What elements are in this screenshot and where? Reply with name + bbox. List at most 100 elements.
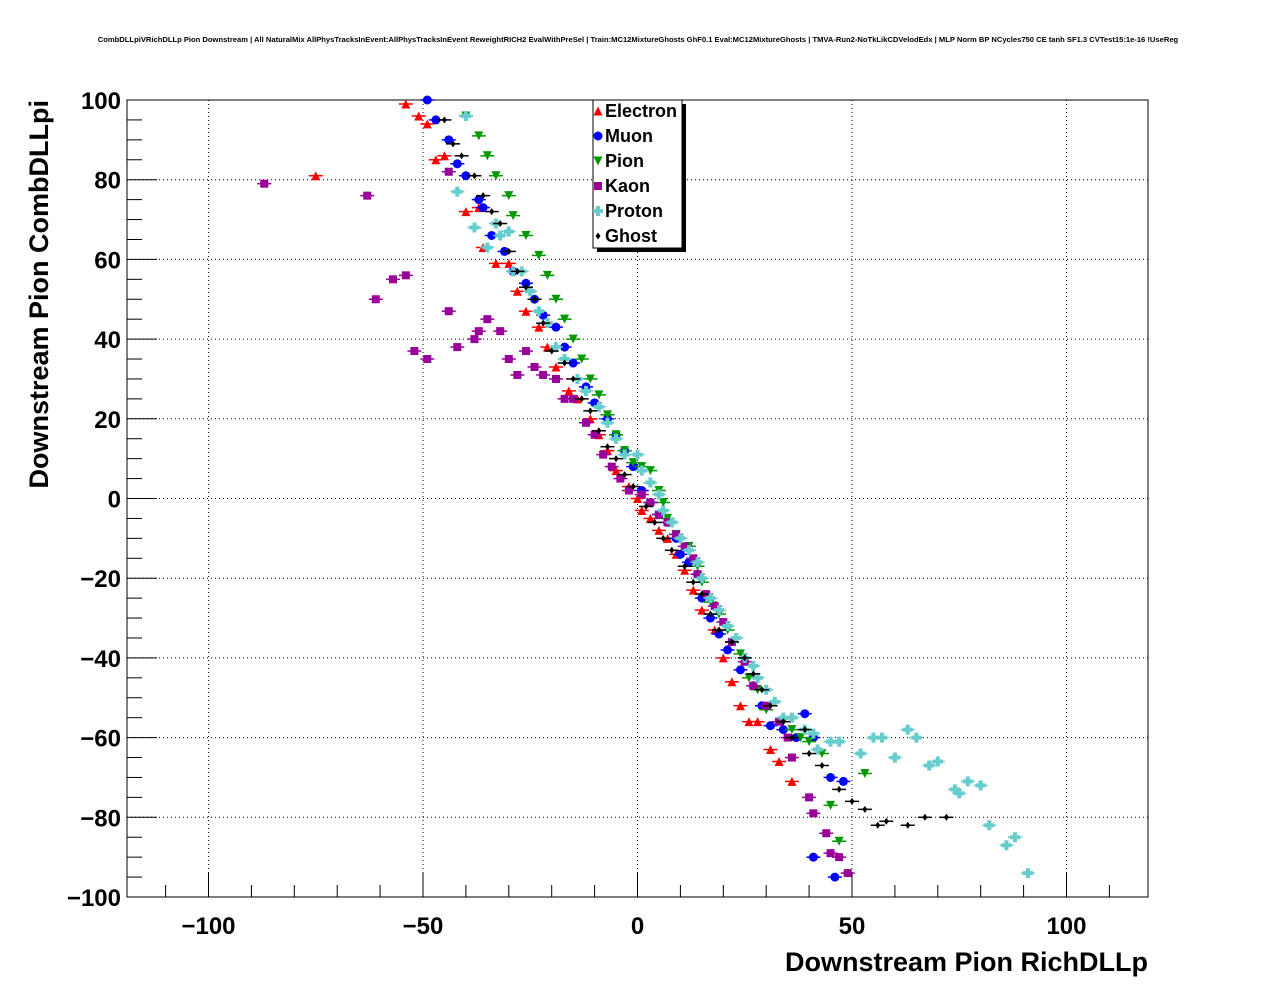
electron-marker <box>461 207 471 217</box>
kaon-marker <box>521 347 530 356</box>
ghost-point <box>724 638 739 646</box>
kaon-marker <box>599 450 608 459</box>
ghost-marker <box>514 267 520 275</box>
kaon-point <box>536 370 551 379</box>
proton-point <box>557 354 572 365</box>
pion-point <box>531 250 546 260</box>
kaon-marker <box>616 474 625 483</box>
x-axis-title: Downstream Pion RichDLLp <box>785 947 1148 977</box>
proton-point <box>664 517 679 528</box>
pion-point <box>583 374 598 384</box>
kaon-marker <box>388 275 397 284</box>
muon-marker <box>714 629 724 639</box>
pion-marker <box>826 800 836 810</box>
kaon-point <box>450 343 465 352</box>
proton-marker <box>675 533 686 544</box>
ghost-marker <box>682 562 688 570</box>
pion-point <box>591 390 606 400</box>
muon-marker <box>422 95 432 105</box>
electron-point <box>437 151 452 161</box>
series-proton <box>450 110 1035 879</box>
series-kaon <box>257 167 855 878</box>
muon-marker <box>723 645 733 655</box>
electron-marker <box>753 717 763 727</box>
kaon-marker <box>590 430 599 439</box>
kaon-point <box>587 430 602 439</box>
electron-marker <box>512 286 522 296</box>
electron-point <box>694 605 709 615</box>
kaon-point <box>613 474 628 483</box>
proton-point <box>982 820 997 831</box>
kaon-marker <box>637 490 646 499</box>
proton-point <box>634 465 649 476</box>
proton-point <box>548 342 563 353</box>
ghost-point <box>656 534 671 542</box>
ghost-marker <box>441 116 447 124</box>
ghost-point <box>574 395 589 403</box>
proton-point <box>784 712 799 723</box>
muon-point <box>733 665 748 675</box>
ghost-point <box>763 702 778 710</box>
ghost-point <box>566 375 581 383</box>
ghost-point <box>844 797 859 805</box>
kaon-point <box>604 462 619 471</box>
proton-point <box>900 724 915 735</box>
proton-marker <box>1010 832 1021 843</box>
electron-marker <box>431 155 441 165</box>
proton-point <box>493 230 508 241</box>
ghost-point <box>527 295 542 303</box>
y-tick-label: −60 <box>80 726 121 753</box>
kaon-point <box>634 490 649 499</box>
kaon-point <box>493 327 508 336</box>
proton-point <box>750 672 765 683</box>
ghost-marker <box>622 471 628 479</box>
y-tick-label: 60 <box>94 247 121 274</box>
proton-marker <box>949 784 960 795</box>
proton-marker <box>902 724 913 735</box>
ghost-marker <box>759 686 765 694</box>
electron-point <box>561 386 576 396</box>
ghost-marker <box>716 626 722 634</box>
kaon-point <box>548 374 563 383</box>
proton-marker <box>602 417 613 428</box>
kaon-marker <box>560 394 569 403</box>
ghost-point <box>832 785 847 793</box>
proton-point <box>887 752 902 763</box>
ghost-marker <box>450 140 456 148</box>
ghost-point <box>870 821 885 829</box>
electron-point <box>733 701 748 711</box>
kaon-marker <box>371 295 380 304</box>
kaon-marker <box>680 542 689 551</box>
pion-marker <box>628 458 638 468</box>
muon-point <box>420 95 435 105</box>
ghost-point <box>917 813 932 821</box>
pion-point <box>501 191 516 201</box>
ghost-marker <box>862 805 868 813</box>
muon-marker <box>560 342 570 352</box>
muon-point <box>548 322 563 332</box>
legend-marker-proton <box>593 206 603 216</box>
ghost-point <box>900 821 915 829</box>
kaon-marker <box>719 618 728 627</box>
electron-point <box>677 565 692 575</box>
ghost-point <box>746 670 761 678</box>
ghost-marker <box>596 427 602 435</box>
proton-point <box>450 186 465 197</box>
electron-point <box>398 99 413 109</box>
ghost-marker <box>690 578 696 586</box>
muon-marker <box>478 203 488 213</box>
kaon-point <box>257 179 272 188</box>
proton-point <box>600 417 615 428</box>
ghost-marker <box>630 483 636 491</box>
y-tick-label: 20 <box>94 407 121 434</box>
proton-point <box>1008 832 1023 843</box>
proton-point <box>1020 868 1035 879</box>
pion-marker <box>658 497 668 507</box>
proton-point <box>579 385 594 396</box>
proton-marker <box>975 780 986 791</box>
proton-marker <box>911 732 922 743</box>
ghost-point <box>639 502 654 510</box>
kaon-marker <box>569 394 578 403</box>
kaon-point <box>840 869 855 878</box>
proton-point <box>643 477 658 488</box>
